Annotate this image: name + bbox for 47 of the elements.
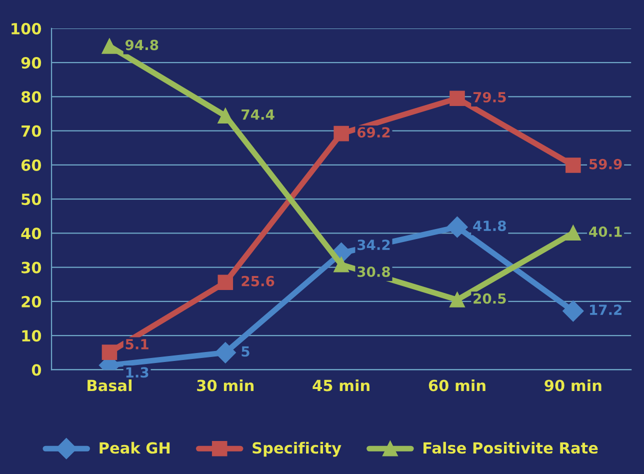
- y-tick-label: 10: [22, 330, 42, 342]
- y-tick-label: 80: [21, 91, 42, 103]
- y-tick-label: 40: [21, 228, 42, 240]
- x-tick-label: 90 min: [544, 379, 602, 392]
- point: [334, 256, 349, 272]
- x-tick-label: 30 min: [197, 379, 254, 392]
- point: [450, 90, 465, 106]
- point: [562, 300, 584, 322]
- data-label: 79.5: [473, 92, 506, 102]
- x-tick-label: 60 min: [428, 379, 486, 392]
- point: [566, 158, 581, 173]
- data-label: 59.9: [590, 158, 622, 170]
- data-label: 5: [242, 346, 250, 357]
- legend-label: Specificity: [252, 442, 342, 457]
- data-label: 20.5: [474, 293, 506, 304]
- data-label: 74.4: [242, 110, 274, 120]
- y-tick-label: 100: [12, 22, 42, 34]
- point: [102, 38, 118, 54]
- point: [218, 274, 234, 290]
- y-tick-label: 60: [21, 159, 42, 171]
- point: [214, 342, 236, 364]
- y-tick-label: 30: [22, 262, 42, 274]
- data-label: 41.8: [473, 220, 506, 232]
- data-label: 17.2: [590, 304, 622, 315]
- point: [450, 292, 465, 308]
- y-tick-label: 0: [32, 364, 42, 376]
- legend-label: Peak GH: [100, 442, 170, 454]
- y-tick-label: 20: [22, 296, 42, 308]
- point: [446, 216, 468, 238]
- data-label: 5.1: [126, 339, 148, 350]
- point: [566, 225, 581, 241]
- y-tick-label: 50: [22, 194, 42, 206]
- y-tick-label: 90: [21, 57, 42, 69]
- x-tick-label: Basal: [88, 379, 132, 392]
- legend-label: False Positivite Rate: [424, 442, 598, 454]
- data-label: 34.2: [358, 240, 390, 250]
- data-label: 94.8: [125, 40, 158, 50]
- data-label: 40.1: [589, 226, 622, 237]
- data-label: 1.3: [126, 367, 148, 378]
- point: [102, 344, 118, 360]
- data-label: 30.8: [358, 266, 390, 277]
- point: [334, 126, 349, 142]
- data-label: 25.6: [242, 276, 274, 286]
- y-tick-label: 70: [22, 125, 42, 137]
- point: [218, 108, 234, 124]
- x-tick-label: 45 min: [312, 379, 370, 392]
- data-label: 69.2: [357, 127, 390, 138]
